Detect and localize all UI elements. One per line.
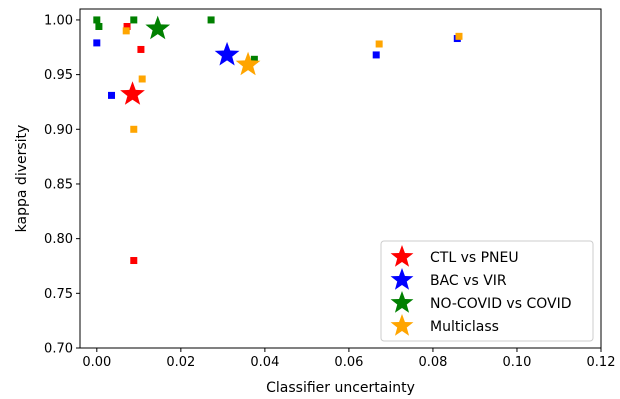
data-point-series-2 (250, 55, 258, 63)
y-tick-label: 0.90 (44, 123, 73, 138)
data-point-series-2 (130, 16, 138, 24)
legend-label-series-1: BAC vs VIR (430, 273, 507, 289)
data-point-series-3 (375, 40, 383, 48)
legend: CTL vs PNEU BAC vs VIR NO-COVID vs COVID Mu… (380, 240, 594, 342)
y-tick-label: 1.00 (44, 13, 73, 28)
centroid-stars-layer (120, 15, 261, 105)
legend-label-series-2: NO-COVID vs COVID (430, 296, 571, 312)
x-tick-label: 0.12 (587, 355, 616, 370)
legend-marker-series-1 (390, 268, 414, 290)
data-point-series-3 (122, 27, 130, 35)
data-point-series-3 (130, 125, 138, 133)
centroid-star-series-3 (235, 51, 261, 76)
x-tick-label: 0.02 (166, 355, 195, 370)
x-tick-label: 0.04 (250, 355, 279, 370)
legend-box (380, 240, 594, 342)
x-tick-label: 0.00 (82, 355, 111, 370)
data-point-series-3 (138, 75, 146, 83)
legend-label-series-0: CTL vs PNEU (430, 250, 519, 266)
y-axis-title: kappa diversity (14, 125, 30, 233)
legend-marker-series-3 (390, 314, 414, 336)
data-point-series-0 (123, 22, 131, 30)
data-point-series-2 (95, 22, 103, 30)
data-point-series-0 (137, 45, 145, 53)
y-tick-label: 0.70 (44, 342, 73, 357)
y-tick-label: 0.80 (44, 232, 73, 247)
x-axis-ticks: 0.00 0.02 0.04 0.06 0.08 0.10 0.12 (82, 348, 615, 370)
data-point-series-0 (130, 257, 138, 265)
x-tick-label: 0.06 (334, 355, 363, 370)
legend-label-series-3: Multiclass (430, 319, 499, 335)
legend-marker-series-2 (390, 291, 414, 313)
x-tick-label: 0.10 (502, 355, 531, 370)
centroid-star-series-0 (120, 81, 145, 105)
plot-area-frame (79, 8, 602, 349)
y-tick-label: 0.85 (44, 177, 73, 192)
centroid-star-series-2 (145, 15, 171, 40)
data-point-series-2 (93, 16, 101, 24)
data-point-series-2 (207, 16, 215, 24)
y-tick-label: 0.75 (44, 287, 73, 302)
x-axis-title: Classifier uncertainty (266, 380, 415, 396)
data-point-series-1 (108, 91, 116, 99)
y-tick-label: 0.95 (44, 68, 73, 83)
data-points-layer (93, 16, 463, 265)
data-point-series-1 (93, 39, 101, 47)
data-point-series-3 (455, 32, 463, 40)
centroid-star-series-1 (214, 41, 240, 66)
legend-marker-series-0 (390, 245, 414, 267)
y-axis-ticks: 0.70 0.75 0.80 0.85 0.90 0.95 1.00 (44, 13, 80, 357)
x-tick-label: 0.08 (418, 355, 447, 370)
data-point-series-1 (372, 51, 380, 59)
